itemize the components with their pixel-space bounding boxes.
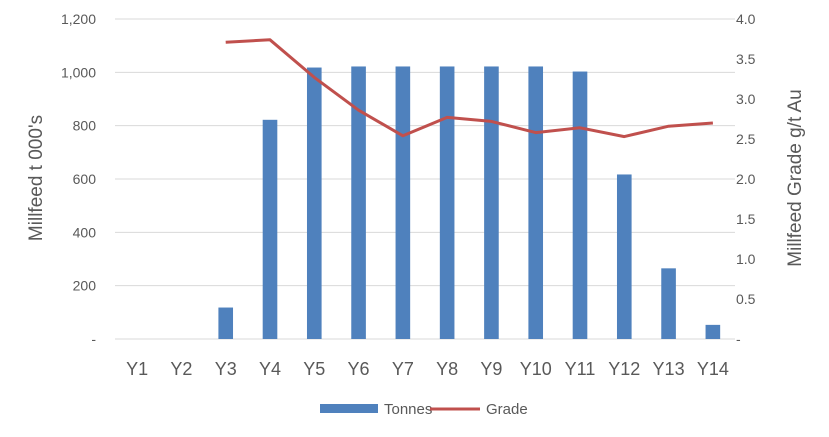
left-axis-title: Millfeed t 000's — [26, 115, 47, 241]
category-label: Y1 — [126, 359, 148, 379]
tonnes-bars — [218, 66, 721, 340]
bar-tonnes — [218, 307, 234, 339]
right-axis-tick-label: 1.0 — [736, 251, 756, 267]
legend: Tonnes Grade — [320, 401, 528, 418]
bar-tonnes — [661, 268, 676, 339]
category-label: Y5 — [303, 359, 325, 379]
right-axis-tick-label: 1.5 — [736, 211, 756, 227]
bar-tonnes — [528, 66, 544, 339]
right-axis-tick-label: 4.0 — [736, 11, 756, 27]
left-axis-tick-label: - — [91, 331, 96, 347]
left-axis-tick-label: 1,200 — [61, 11, 96, 27]
right-axis-tick-label: 0.5 — [736, 291, 756, 307]
bar-tonnes — [572, 71, 588, 340]
bar-tonnes — [395, 66, 411, 339]
right-axis-tick-label: 2.5 — [736, 131, 756, 147]
bar-tonnes — [351, 66, 366, 339]
left-axis-tick-label: 1,000 — [61, 64, 96, 80]
left-axis-ticks: - 200 400 600 800 1,000 1,200 — [61, 11, 96, 347]
legend-label-tonnes: Tonnes — [384, 401, 432, 418]
category-label: Y10 — [520, 359, 552, 379]
left-axis-tick-label: 600 — [73, 171, 97, 187]
category-label: Y9 — [480, 359, 502, 379]
bar-tonnes — [262, 119, 278, 339]
right-axis-tick-label: - — [736, 331, 741, 347]
category-label: Y14 — [697, 359, 729, 379]
left-axis-tick-label: 800 — [73, 118, 97, 134]
right-axis-ticks: - 0.5 1.0 1.5 2.0 2.5 3.0 3.5 4.0 — [736, 11, 756, 347]
category-label: Y13 — [653, 359, 685, 379]
category-label: Y6 — [348, 359, 370, 379]
bar-tonnes — [439, 66, 455, 339]
right-axis-tick-label: 2.0 — [736, 171, 756, 187]
bar-tonnes — [306, 67, 322, 340]
legend-swatch-tonnes — [320, 404, 378, 413]
grade-line — [225, 38, 714, 139]
right-axis-title: Millfeed Grade g/t Au — [785, 89, 806, 266]
category-label: Y7 — [392, 359, 414, 379]
category-axis-labels: Y1 Y2 Y3 Y4 Y5 Y6 Y7 Y8 Y9 Y10 Y11 Y12 Y13 Y14 — [126, 359, 729, 379]
left-axis-tick-label: 200 — [73, 278, 97, 294]
category-label: Y2 — [170, 359, 192, 379]
gridlines — [115, 18, 735, 340]
category-label: Y12 — [608, 359, 640, 379]
legend-label-grade: Grade — [486, 401, 528, 418]
category-label: Y4 — [259, 359, 281, 379]
right-axis-tick-label: 3.5 — [736, 51, 756, 67]
category-label: Y8 — [436, 359, 458, 379]
line-grade — [225, 38, 714, 139]
category-label: Y3 — [215, 359, 237, 379]
bar-tonnes — [616, 174, 632, 339]
bar-tonnes — [705, 324, 721, 339]
left-axis-tick-label: 400 — [73, 224, 97, 240]
right-axis-tick-label: 3.0 — [736, 91, 756, 107]
category-label: Y11 — [565, 359, 596, 379]
bar-tonnes — [484, 66, 499, 339]
